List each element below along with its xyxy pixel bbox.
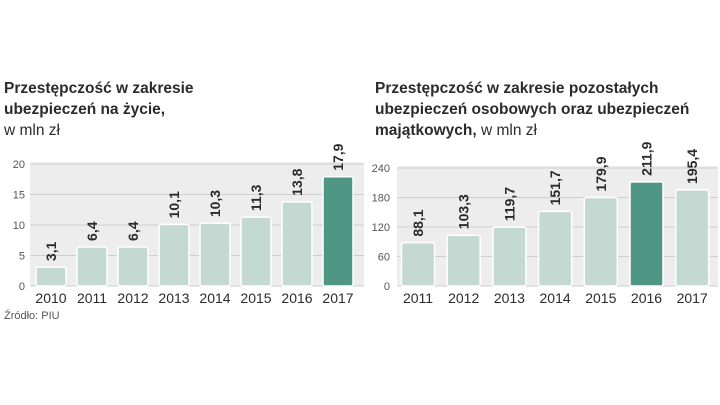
right-category-label-2012: 2012 — [448, 290, 479, 306]
right-bar-2015 — [583, 196, 619, 287]
right-title-line2: ubezpieczeń osobowych oraz ubezpieczeń — [375, 101, 690, 118]
right-ytick-label: 0 — [384, 281, 390, 293]
right-category-label-2013: 2013 — [494, 290, 525, 306]
left-category-label-2011: 2011 — [77, 290, 107, 306]
right-ytick-label: 240 — [372, 163, 390, 175]
left-category-label-2014: 2014 — [199, 290, 230, 306]
right-category-label-2017: 2017 — [677, 290, 708, 306]
right-data-label-2011: 88,1 — [410, 209, 426, 236]
left-ytick-label: 10 — [13, 220, 25, 232]
right-title-line3: majątkowych, — [375, 122, 477, 139]
right-unit: w mln zł — [480, 122, 537, 139]
right-bar-2014 — [537, 210, 573, 287]
right-title-line1: Przestępczość w zakresie pozostałych — [375, 80, 659, 97]
left-ytick-label: 15 — [13, 190, 25, 202]
right-title-line3-wrap: majątkowych, w mln zł — [375, 120, 715, 141]
right-data-label-2012: 103,3 — [456, 194, 472, 229]
right-bar-2011 — [400, 241, 436, 287]
left-title-line2: ubezpieczeń na życie, — [4, 101, 166, 118]
left-title-line1: Przestępczość w zakresie — [4, 80, 194, 97]
left-data-label-2015: 11,3 — [248, 184, 264, 211]
right-data-label-2015: 179,9 — [593, 156, 609, 191]
left-category-label-2015: 2015 — [240, 290, 271, 306]
right-data-label-2013: 119,7 — [501, 187, 517, 221]
right-chart-title: Przestępczość w zakresie pozostałych ube… — [375, 78, 715, 141]
left-category-label-2016: 2016 — [281, 290, 312, 306]
right-ytick-label: 120 — [372, 222, 390, 234]
left-data-label-2014: 10,3 — [207, 190, 223, 217]
left-data-label-2013: 10,1 — [166, 191, 182, 218]
right-category-label-2011: 2011 — [403, 290, 433, 306]
right-bar-2013 — [492, 226, 527, 287]
left-category-label-2012: 2012 — [117, 290, 148, 306]
left-bar-2012 — [117, 246, 149, 287]
left-chart-title: Przestępczość w zakresie ubezpieczeń na … — [4, 78, 334, 141]
left-bar-2010 — [35, 266, 67, 287]
left-data-label-2011: 6,4 — [84, 221, 100, 241]
left-bar-2016 — [281, 201, 313, 287]
right-bar-2016 — [629, 181, 664, 287]
left-category-label-2010: 2010 — [35, 290, 66, 306]
left-bar-2013 — [158, 223, 190, 287]
right-data-label-2017: 195,4 — [684, 149, 700, 184]
right-category-label-2015: 2015 — [585, 290, 616, 306]
source-note: Źródło: PIU — [4, 310, 60, 322]
right-data-label-2014: 151,7 — [547, 170, 563, 205]
left-ytick-label: 0 — [19, 281, 25, 293]
left-category-label-2017: 2017 — [322, 290, 353, 306]
right-category-label-2014: 2014 — [540, 290, 571, 306]
left-data-label-2016: 13,8 — [289, 168, 305, 195]
right-ytick-label: 60 — [378, 252, 390, 264]
left-data-label-2017: 17,9 — [330, 143, 346, 170]
left-ytick-label: 20 — [13, 159, 25, 171]
left-unit: w mln zł — [4, 122, 60, 139]
left-data-label-2010: 3,1 — [43, 241, 59, 261]
left-category-label-2013: 2013 — [158, 290, 189, 306]
left-bar-2014 — [199, 222, 231, 287]
right-bar-2012 — [446, 234, 481, 287]
left-bar-2017 — [322, 176, 354, 287]
right-data-label-2016: 211,9 — [639, 141, 655, 175]
right-ytick-label: 180 — [372, 193, 390, 205]
left-bar-2011 — [76, 246, 108, 287]
left-bar-2015 — [240, 216, 272, 287]
left-ytick-label: 5 — [19, 251, 25, 263]
right-category-label-2016: 2016 — [631, 290, 662, 306]
right-bar-2017 — [674, 189, 710, 287]
left-data-label-2012: 6,4 — [125, 221, 141, 241]
